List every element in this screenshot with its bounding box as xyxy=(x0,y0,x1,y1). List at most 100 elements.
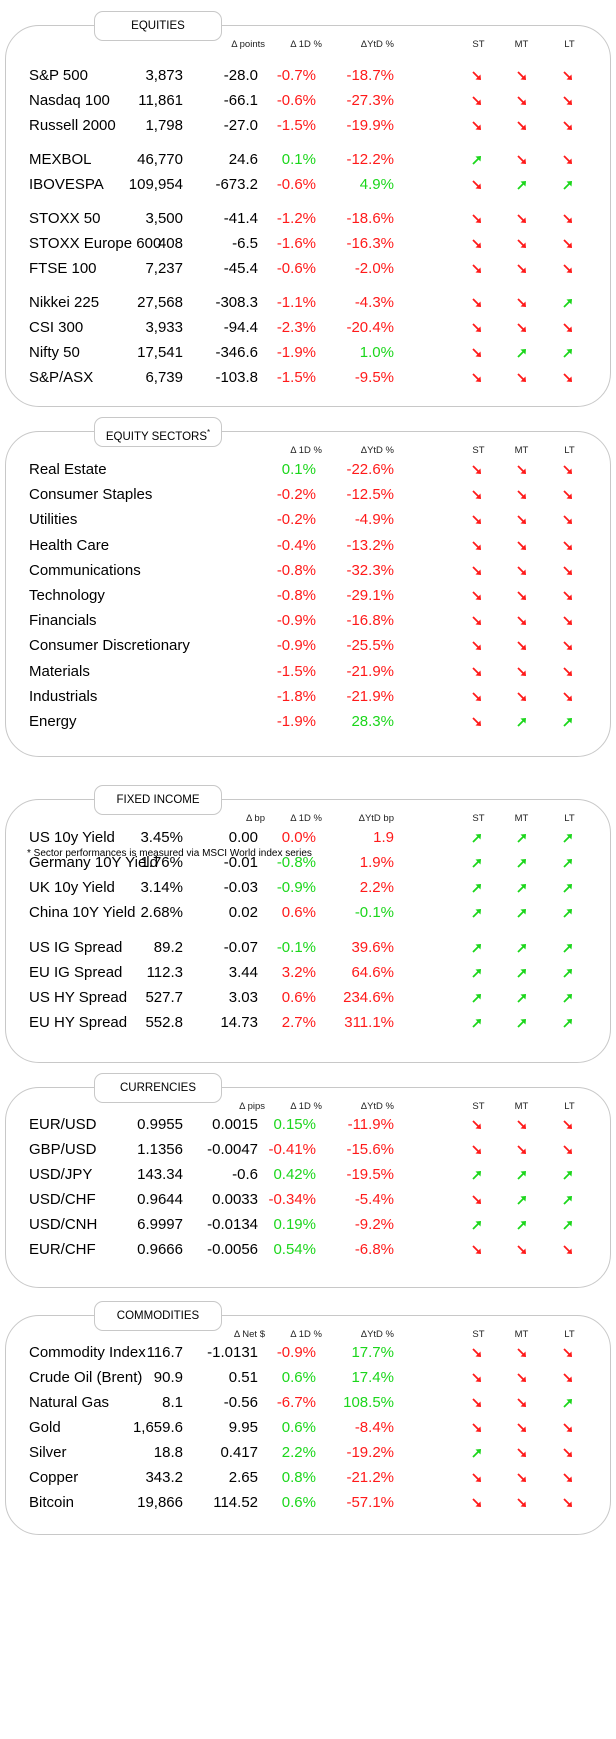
change-value: -308.3 xyxy=(215,294,258,311)
one-day-change: -1.2% xyxy=(276,210,316,227)
level-value: 46,770 xyxy=(137,151,183,168)
equities-panel: EQUITIES Δ points Δ 1D % ΔYtD % ST MT LT S&P 50… xyxy=(5,11,611,407)
ytd-change: -16.3% xyxy=(346,235,394,252)
instrument-name: Consumer Discretionary xyxy=(29,637,190,655)
trend-down-arrow-icon xyxy=(471,1194,483,1206)
trend-down-arrow-icon xyxy=(471,1372,483,1384)
trend-up-arrow-icon xyxy=(516,992,528,1004)
trend-down-arrow-icon xyxy=(471,666,483,678)
header-1d: Δ 1D % xyxy=(290,445,322,456)
trend-up-arrow-icon xyxy=(562,297,574,309)
trend-down-arrow-icon xyxy=(471,1422,483,1434)
table-row: Energy -1.9% 28.3% xyxy=(6,709,610,735)
trend-up-arrow-icon xyxy=(471,832,483,844)
trend-down-arrow-icon xyxy=(471,347,483,359)
instrument-name: Nasdaq 100 xyxy=(29,92,110,109)
section-title: CURRENCIES xyxy=(94,1073,222,1103)
trend-up-arrow-icon xyxy=(471,1219,483,1231)
trend-down-arrow-icon xyxy=(471,322,483,334)
trend-down-arrow-icon xyxy=(516,1144,528,1156)
level-value: 1,659.6 xyxy=(132,1419,183,1436)
ytd-change: 1.0% xyxy=(359,344,394,361)
instrument-name: Technology xyxy=(29,587,105,604)
ytd-change: -5.4% xyxy=(354,1191,394,1208)
trend-up-arrow-icon xyxy=(516,857,528,869)
trend-down-arrow-icon xyxy=(471,489,483,501)
ytd-change: -11.9% xyxy=(347,1116,394,1133)
trend-down-arrow-icon xyxy=(516,238,528,250)
trend-down-arrow-icon xyxy=(471,691,483,703)
section-title: EQUITY SECTORS* xyxy=(94,417,222,447)
trend-down-arrow-icon xyxy=(471,179,483,191)
instrument-name: Germany 10Y Yield xyxy=(29,854,158,871)
trend-up-arrow-icon xyxy=(562,1219,574,1231)
table-row: EU IG Spread 112.3 3.44 3.2% 64.6% xyxy=(6,960,610,986)
trend-up-arrow-icon xyxy=(471,154,483,166)
instrument-name: Industrials xyxy=(29,687,98,705)
trend-down-arrow-icon xyxy=(471,464,483,476)
trend-up-arrow-icon xyxy=(471,942,483,954)
trend-down-arrow-icon xyxy=(562,95,574,107)
table-row: EUR/USD 0.9955 0.0015 0.15% -11.9% xyxy=(6,1112,610,1138)
table-row: Consumer Discretionary -0.9% -25.5% xyxy=(6,633,610,659)
header-lt: LT xyxy=(564,39,575,50)
header-ytd: ΔYtD % xyxy=(360,39,394,50)
table-row: Russell 2000 1,798 -27.0 -1.5% -19.9% xyxy=(6,113,610,139)
trend-down-arrow-icon xyxy=(562,514,574,526)
trend-down-arrow-icon xyxy=(516,372,528,384)
one-day-change: 0.6% xyxy=(281,989,316,1006)
ytd-change: 311.1% xyxy=(344,1014,394,1031)
ytd-change: -8.4% xyxy=(354,1419,394,1436)
table-row: USD/CHF 0.9644 0.0033 -0.34% -5.4% xyxy=(6,1187,610,1213)
trend-down-arrow-icon xyxy=(516,95,528,107)
trend-up-arrow-icon xyxy=(562,347,574,359)
section-title-text: EQUITY SECTORS xyxy=(105,430,208,443)
level-value: 17,541 xyxy=(137,344,183,361)
trend-down-arrow-icon xyxy=(516,1422,528,1434)
instrument-name: GBP/USD xyxy=(29,1141,97,1158)
one-day-change: 0.54% xyxy=(273,1241,316,1258)
header-lt: LT xyxy=(564,1101,575,1112)
one-day-change: -0.7% xyxy=(276,67,316,84)
ytd-change: -32.3% xyxy=(346,561,394,579)
level-value: 552.8 xyxy=(145,1014,183,1031)
level-value: 6,739 xyxy=(145,369,183,386)
commodities-panel: COMMODITIES Δ Net $ Δ 1D % ΔYtD % ST MT LT Comm… xyxy=(5,1301,611,1535)
one-day-change: -0.2% xyxy=(276,511,316,529)
level-value: 27,568 xyxy=(137,294,183,311)
one-day-change: 0.6% xyxy=(281,904,316,921)
header-1d: Δ 1D % xyxy=(290,39,322,50)
change-value: 9.95 xyxy=(228,1419,258,1436)
ytd-change: -21.2% xyxy=(346,1469,394,1486)
instrument-name: Silver xyxy=(29,1444,67,1461)
trend-down-arrow-icon xyxy=(516,615,528,627)
table-row: USD/JPY 143.34 -0.6 0.42% -19.5% xyxy=(6,1162,610,1188)
level-value: 6.9997 xyxy=(137,1216,183,1233)
trend-down-arrow-icon xyxy=(562,120,574,132)
level-value: 0.9666 xyxy=(137,1241,183,1258)
trend-up-arrow-icon xyxy=(516,1194,528,1206)
level-value: 527.7 xyxy=(145,989,183,1006)
ytd-change: -22.6% xyxy=(346,461,394,478)
trend-down-arrow-icon xyxy=(516,565,528,577)
header-change: Δ points xyxy=(231,39,265,50)
trend-down-arrow-icon xyxy=(516,1472,528,1484)
header-change: Δ bp xyxy=(245,813,265,824)
currencies-panel: CURRENCIES Δ pips Δ 1D % ΔYtD % ST MT LT EUR/US… xyxy=(5,1073,611,1288)
table-row: Technology -0.8% -29.1% xyxy=(6,583,610,609)
trend-down-arrow-icon xyxy=(562,154,574,166)
trend-up-arrow-icon xyxy=(471,1169,483,1181)
trend-down-arrow-icon xyxy=(562,1347,574,1359)
table-row: STOXX Europe 600 408 -6.5 -1.6% -16.3% xyxy=(6,231,610,257)
instrument-name: S&P 500 xyxy=(29,67,88,84)
trend-up-arrow-icon xyxy=(562,716,574,728)
level-value: 109,954 xyxy=(128,176,183,193)
trend-down-arrow-icon xyxy=(516,1497,528,1509)
change-value: -0.01 xyxy=(223,854,258,871)
change-value: -66.1 xyxy=(223,92,258,109)
trend-down-arrow-icon xyxy=(471,540,483,552)
instrument-name: Bitcoin xyxy=(29,1494,75,1511)
change-value: -28.0 xyxy=(223,67,258,84)
trend-down-arrow-icon xyxy=(562,263,574,275)
change-value: 0.00 xyxy=(228,829,258,846)
